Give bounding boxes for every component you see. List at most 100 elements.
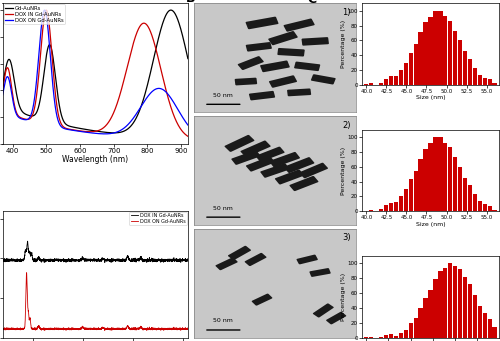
DOX IN Gd-AuNRs bbox=[85, 257, 91, 262]
DOX ON Gd-AuNRs bbox=[0, 93, 6, 98]
Bar bbox=[394, 202, 398, 211]
DOX ON Gd-AuNRs bbox=[0, 326, 6, 330]
Bar bbox=[364, 84, 368, 85]
Bar bbox=[384, 335, 388, 338]
Bar bbox=[379, 83, 384, 85]
DOX IN Gd-AuNRs bbox=[140, 21, 146, 25]
Bar bbox=[453, 157, 458, 211]
Y-axis label: Percentage (%): Percentage (%) bbox=[341, 20, 346, 68]
DOX IN Gd-AuNRs bbox=[108, 117, 114, 121]
Bar bbox=[389, 203, 393, 211]
DOX ON Gd-AuNRs bbox=[42, 8, 48, 12]
DOX ON Gd-AuNRs bbox=[11, 103, 17, 107]
Bar bbox=[468, 59, 472, 85]
FancyBboxPatch shape bbox=[246, 157, 275, 172]
FancyBboxPatch shape bbox=[240, 140, 270, 157]
FancyBboxPatch shape bbox=[260, 163, 290, 178]
Bar bbox=[434, 137, 438, 211]
DOX IN Gd-AuNRs bbox=[180, 259, 186, 263]
FancyBboxPatch shape bbox=[313, 303, 334, 317]
Text: C: C bbox=[307, 0, 316, 5]
FancyBboxPatch shape bbox=[228, 246, 251, 260]
Bar bbox=[379, 209, 384, 211]
Bar bbox=[438, 271, 442, 338]
Text: 2): 2) bbox=[342, 121, 350, 130]
DOX ON Gd-AuNRs bbox=[185, 327, 191, 331]
Text: B: B bbox=[186, 0, 196, 5]
Bar bbox=[369, 83, 374, 85]
Bar bbox=[482, 313, 487, 338]
Bar bbox=[458, 269, 462, 338]
Bar bbox=[488, 206, 492, 211]
Line: DOX ON Gd-AuNRs: DOX ON Gd-AuNRs bbox=[2, 10, 188, 134]
FancyBboxPatch shape bbox=[311, 74, 336, 85]
Bar bbox=[369, 337, 374, 338]
DOX IN Gd-AuNRs bbox=[0, 257, 6, 261]
Text: 50 nm: 50 nm bbox=[214, 318, 234, 324]
Bar bbox=[448, 147, 452, 211]
Bar bbox=[414, 318, 418, 338]
DOX IN Gd-AuNRs bbox=[0, 89, 6, 93]
FancyBboxPatch shape bbox=[278, 48, 304, 57]
Bar bbox=[458, 40, 462, 85]
Bar bbox=[434, 279, 438, 338]
FancyBboxPatch shape bbox=[287, 88, 311, 96]
FancyBboxPatch shape bbox=[249, 91, 275, 100]
Bar bbox=[463, 51, 467, 85]
Bar bbox=[404, 63, 408, 85]
Bar bbox=[398, 196, 403, 211]
DOX ON Gd-AuNRs bbox=[90, 327, 96, 331]
DOX IN Gd-AuNRs bbox=[11, 100, 17, 104]
Bar bbox=[482, 204, 487, 211]
FancyBboxPatch shape bbox=[269, 152, 300, 167]
FancyBboxPatch shape bbox=[290, 176, 318, 191]
DOX ON Gd-AuNRs bbox=[112, 131, 118, 135]
Bar bbox=[492, 84, 497, 85]
DOX ON Gd-AuNRs bbox=[118, 128, 124, 132]
Gd-AuNRs bbox=[107, 131, 113, 135]
Bar bbox=[438, 137, 442, 211]
DOX IN Gd-AuNRs bbox=[185, 258, 191, 263]
DOX IN Gd-AuNRs bbox=[102, 261, 108, 265]
X-axis label: Wavelength (nm): Wavelength (nm) bbox=[62, 155, 128, 164]
DOX IN Gd-AuNRs bbox=[118, 90, 124, 94]
Bar bbox=[424, 22, 428, 85]
Bar bbox=[463, 277, 467, 338]
DOX ON Gd-AuNRs bbox=[140, 101, 146, 105]
DOX ON Gd-AuNRs bbox=[9, 327, 15, 331]
Gd-AuNRs bbox=[140, 98, 146, 102]
Bar bbox=[408, 53, 413, 85]
DOX ON Gd-AuNRs bbox=[185, 123, 191, 127]
FancyBboxPatch shape bbox=[268, 31, 298, 45]
Line: DOX IN Gd-AuNRs: DOX IN Gd-AuNRs bbox=[2, 241, 188, 263]
Line: Gd-AuNRs: Gd-AuNRs bbox=[2, 10, 188, 133]
Bar bbox=[408, 323, 413, 338]
DOX IN Gd-AuNRs bbox=[112, 107, 118, 111]
DOX ON Gd-AuNRs bbox=[146, 327, 152, 331]
FancyBboxPatch shape bbox=[234, 78, 257, 85]
Bar bbox=[414, 171, 418, 211]
DOX IN Gd-AuNRs bbox=[90, 259, 96, 263]
FancyBboxPatch shape bbox=[232, 150, 260, 165]
Bar bbox=[398, 333, 403, 338]
Bar bbox=[369, 210, 374, 211]
Bar bbox=[492, 327, 497, 338]
FancyBboxPatch shape bbox=[302, 37, 329, 46]
DOX ON Gd-AuNRs bbox=[102, 328, 108, 332]
Bar bbox=[492, 210, 497, 211]
DOX ON Gd-AuNRs bbox=[180, 327, 186, 331]
Text: 50 nm: 50 nm bbox=[214, 93, 234, 98]
FancyBboxPatch shape bbox=[326, 312, 346, 324]
Line: DOX IN Gd-AuNRs: DOX IN Gd-AuNRs bbox=[2, 10, 188, 136]
Bar bbox=[404, 190, 408, 211]
Bar bbox=[472, 295, 477, 338]
Gd-AuNRs bbox=[11, 76, 17, 80]
Bar bbox=[463, 178, 467, 211]
Bar bbox=[478, 201, 482, 211]
X-axis label: Size (nm): Size (nm) bbox=[416, 95, 446, 101]
Bar bbox=[468, 185, 472, 211]
Bar bbox=[443, 268, 448, 338]
Bar bbox=[468, 284, 472, 338]
FancyBboxPatch shape bbox=[244, 253, 266, 266]
Bar bbox=[453, 31, 458, 85]
